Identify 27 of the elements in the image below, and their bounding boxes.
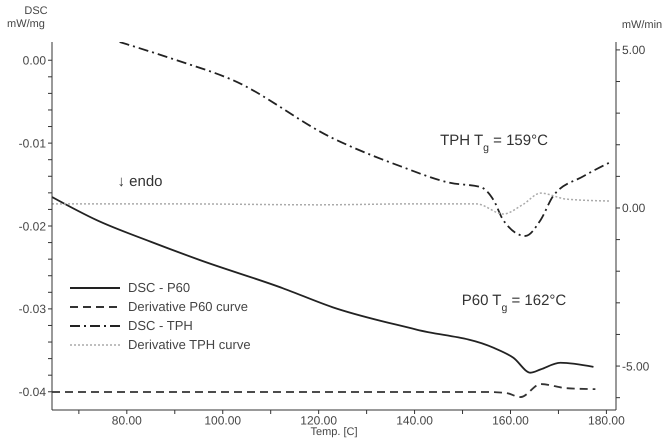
legend-label: Derivative TPH curve: [128, 337, 251, 352]
y-tick-label: -0.03: [18, 302, 46, 316]
y-tick-label: 0.00: [22, 53, 46, 68]
legend-label: Derivative P60 curve: [128, 299, 248, 314]
annotation: ↓ endo: [117, 173, 163, 190]
x-tick-label: 140.00: [396, 414, 434, 428]
y2-tick-label: 0.00: [622, 201, 646, 216]
x-tick-label: 160.00: [492, 414, 530, 428]
y-tick-label: -0.01: [18, 136, 46, 150]
x-axis-title: Temp. [C]: [310, 426, 358, 438]
line-series: [52, 192, 611, 215]
legend-label: DSC - P60: [128, 280, 190, 295]
y2-axis-title: mW/min: [622, 19, 662, 31]
annotation: TPH T$_{g}$ = 159°C: [440, 132, 548, 154]
x-tick-label: 100.00: [204, 414, 242, 428]
line-series: [52, 196, 594, 374]
annotation: P60 T$_{g}$ = 162°C: [462, 292, 566, 314]
y2-tick-label: -5.00: [622, 359, 650, 374]
line-series: [118, 42, 612, 237]
x-tick-label: 120.00: [300, 414, 338, 428]
x-tick-label: 80.00: [112, 414, 142, 428]
y2-tick-label: 5.00: [622, 43, 646, 58]
y-tick-label: -0.02: [18, 219, 46, 234]
x-tick-label: 180.00: [588, 414, 626, 428]
y-tick-label: -0.04: [18, 385, 46, 400]
legend-label: DSC - TPH: [128, 318, 193, 333]
y-axis-title: DSC mW/mg: [7, 5, 48, 30]
